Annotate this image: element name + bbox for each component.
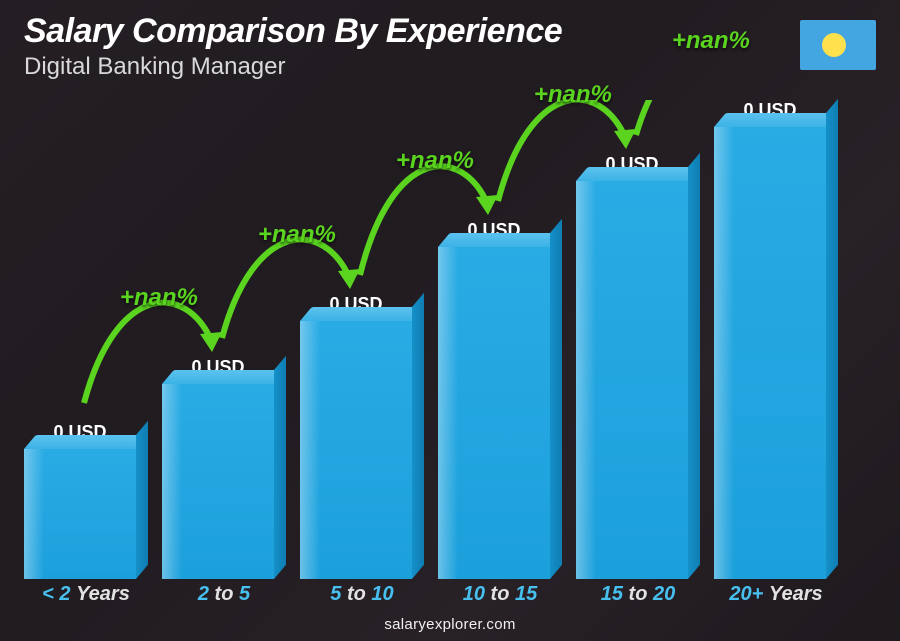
x-axis-label: 20+ Years xyxy=(714,583,838,606)
bar-group: 0 USD xyxy=(300,294,412,579)
bar-group: 0 USD xyxy=(24,422,136,579)
country-flag-palau xyxy=(800,20,876,70)
growth-percent-label: +nan% xyxy=(534,81,612,109)
bar xyxy=(576,181,688,579)
x-axis-labels: < 2 Years 2 to 5 5 to 10 10 to 15 15 to 20 20… xyxy=(24,583,856,607)
growth-percent-label: +nan% xyxy=(672,27,750,55)
bar-shine xyxy=(300,321,320,579)
bar xyxy=(714,127,826,579)
chart-subtitle: Digital Banking Manager xyxy=(24,53,876,81)
growth-percent-label: +nan% xyxy=(396,147,474,175)
bar-shine xyxy=(576,181,596,579)
bar-group: 0 USD xyxy=(162,357,274,579)
bar-group: 0 USD xyxy=(576,154,688,579)
bar-shine xyxy=(438,247,458,579)
bar-group: 0 USD xyxy=(714,100,826,579)
bar-group: 0 USD xyxy=(438,220,550,579)
bar-shine xyxy=(162,384,182,579)
flag-dot xyxy=(822,33,846,57)
bar xyxy=(24,449,136,579)
x-axis-label: 15 to 20 xyxy=(576,583,700,606)
bar xyxy=(162,384,274,579)
bar-shine xyxy=(714,127,734,579)
growth-percent-label: +nan% xyxy=(120,284,198,312)
growth-percent-label: +nan% xyxy=(258,221,336,249)
x-axis-label: 2 to 5 xyxy=(162,583,286,606)
x-axis-label: 5 to 10 xyxy=(300,583,424,606)
bar xyxy=(438,247,550,579)
bar-shine xyxy=(24,449,44,579)
x-axis-label: < 2 Years xyxy=(24,583,148,606)
x-axis-label: 10 to 15 xyxy=(438,583,562,606)
footer-attribution: salaryexplorer.com xyxy=(0,616,900,633)
bar-chart: 0 USD0 USD0 USD0 USD0 USD0 USD+nan%+nan%… xyxy=(24,100,856,579)
bar xyxy=(300,321,412,579)
